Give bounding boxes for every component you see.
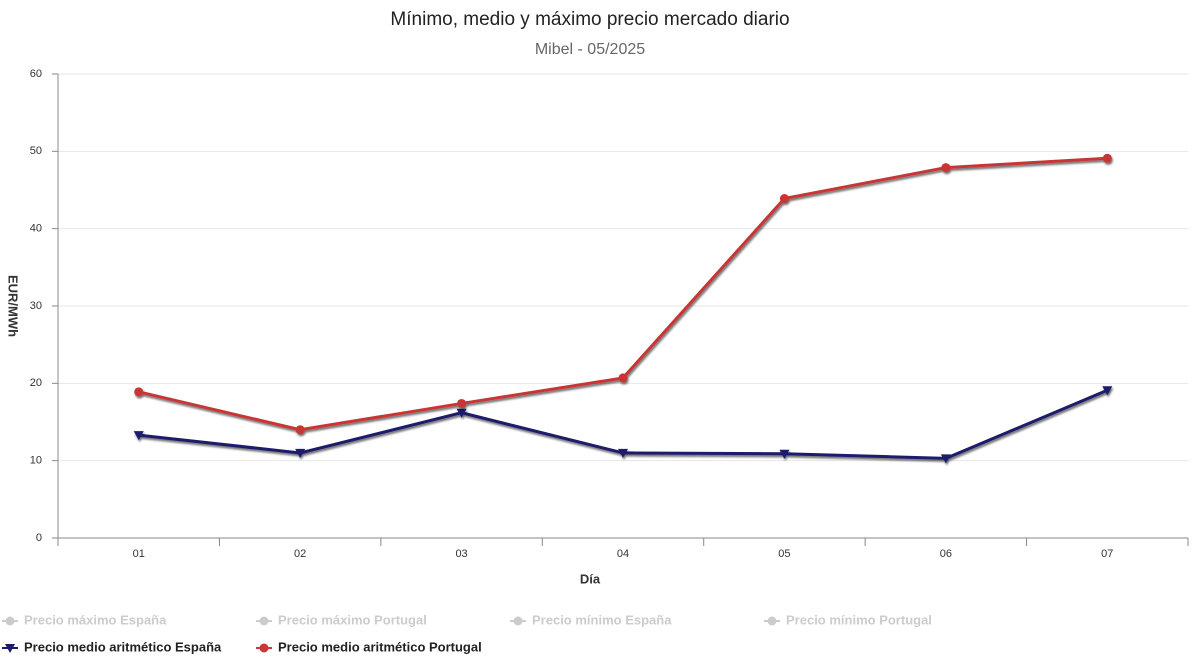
- legend-label: Precio máximo España: [24, 612, 167, 627]
- marker: [1102, 386, 1113, 396]
- x-tick-label: 06: [940, 548, 952, 560]
- marker: [941, 163, 951, 173]
- marker: [1102, 153, 1112, 163]
- marker: [779, 194, 789, 204]
- y-tick-label: 40: [30, 223, 42, 235]
- marker: [457, 398, 467, 408]
- marker: [295, 448, 306, 458]
- x-axis-title: Día: [580, 571, 601, 586]
- marker: [779, 449, 790, 459]
- x-tick-label: 03: [455, 548, 467, 560]
- series: [133, 386, 1113, 464]
- legend-label: Precio máximo Portugal: [278, 612, 427, 627]
- y-tick-label: 60: [30, 68, 42, 80]
- legend-label: Precio mínimo Portugal: [786, 612, 932, 627]
- marker: [295, 425, 305, 435]
- marker: [133, 431, 144, 441]
- x-tick-label: 01: [133, 548, 145, 560]
- legend-label: Precio mínimo España: [532, 612, 672, 627]
- x-tick-label: 07: [1101, 548, 1113, 560]
- y-tick-label: 10: [30, 455, 42, 467]
- marker: [940, 454, 951, 464]
- series-line: [138, 156, 1108, 432]
- marker: [259, 643, 269, 653]
- marker: [5, 644, 15, 653]
- y-axis-title: EUR/MWh: [6, 275, 21, 337]
- chart-title: Mínimo, medio y máximo precio mercado di…: [390, 9, 789, 30]
- marker: [5, 616, 15, 626]
- legend-label: Precio medio aritmético Portugal: [278, 639, 482, 654]
- chart-subtitle: Mibel - 05/2025: [535, 41, 645, 58]
- y-tick-label: 20: [30, 377, 42, 389]
- x-tick-label: 02: [294, 548, 306, 560]
- series-line: [138, 388, 1108, 460]
- marker: [618, 448, 628, 458]
- legend-label: Precio medio aritmético España: [24, 639, 222, 654]
- series: [134, 153, 1112, 435]
- x-tick-label: 04: [617, 548, 629, 560]
- marker: [259, 616, 269, 626]
- x-tick-label: 05: [778, 548, 790, 560]
- marker: [513, 616, 523, 626]
- y-tick-label: 30: [30, 300, 42, 312]
- marker: [456, 408, 467, 418]
- y-tick-label: 50: [30, 145, 42, 157]
- marker: [767, 616, 777, 626]
- marker: [134, 387, 144, 397]
- marker: [618, 373, 628, 383]
- y-tick-label: 0: [36, 532, 42, 544]
